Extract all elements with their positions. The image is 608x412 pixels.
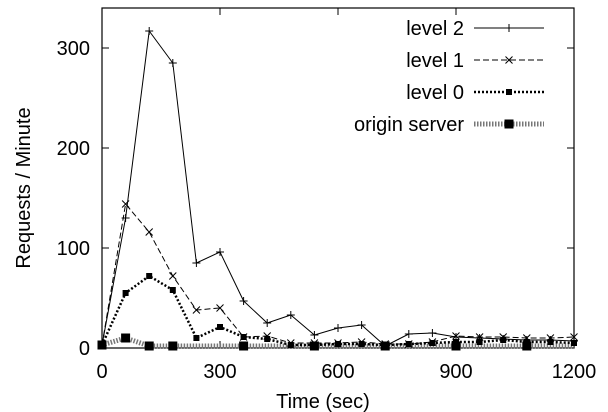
data-point xyxy=(452,333,460,341)
data-point xyxy=(451,341,461,351)
legend-label: level 2 xyxy=(406,18,464,40)
data-point xyxy=(311,342,318,348)
data-point xyxy=(239,333,248,341)
data-point xyxy=(428,329,437,337)
data-point xyxy=(287,342,294,348)
data-point xyxy=(404,340,413,348)
data-point xyxy=(264,336,271,342)
data-point xyxy=(286,311,295,319)
data-point xyxy=(499,335,508,343)
data-point xyxy=(357,338,366,346)
x-axis-label: Time (sec) xyxy=(276,391,370,412)
x-tick-label: 0 xyxy=(96,361,107,383)
data-point xyxy=(168,272,177,280)
data-point xyxy=(121,333,131,343)
data-point xyxy=(122,290,129,296)
series-line-level-0 xyxy=(100,274,575,347)
data-point xyxy=(310,339,319,347)
x-tick-label: 900 xyxy=(439,361,472,383)
y-axis-label: Requests / Minute xyxy=(13,107,35,268)
data-point xyxy=(146,273,153,279)
legend-entry-level-2: level 2 xyxy=(406,18,544,40)
legend-label: level 1 xyxy=(406,50,464,72)
data-point xyxy=(168,341,178,351)
data-point xyxy=(121,214,130,222)
data-point xyxy=(546,336,555,344)
data-point xyxy=(428,338,437,346)
series-line-level-1 xyxy=(101,203,575,346)
data-point xyxy=(404,330,413,338)
data-point xyxy=(192,259,201,267)
data-point xyxy=(286,339,295,347)
legend-label: origin server xyxy=(354,114,464,136)
y-tick-label: 0 xyxy=(79,338,90,360)
legend-entry-origin-server: origin server xyxy=(354,114,544,136)
x-tick-label: 600 xyxy=(321,361,354,383)
data-point xyxy=(429,340,436,346)
data-point xyxy=(145,27,154,35)
legend-marker xyxy=(506,89,512,95)
series-level-1 xyxy=(98,200,578,349)
data-point xyxy=(263,332,272,340)
data-point xyxy=(334,324,342,332)
data-point xyxy=(381,342,390,350)
data-point xyxy=(216,304,224,312)
data-point xyxy=(570,337,578,345)
data-point xyxy=(239,341,249,351)
series-line-level-2 xyxy=(101,30,575,347)
legend-marker xyxy=(505,24,513,32)
legend-label: level 0 xyxy=(406,82,464,104)
x-tick-label: 300 xyxy=(203,361,236,383)
data-point xyxy=(310,331,319,339)
legend-marker xyxy=(505,56,513,64)
data-point xyxy=(169,287,176,293)
data-point xyxy=(357,321,366,329)
y-tick-label: 100 xyxy=(57,238,90,260)
data-point xyxy=(168,59,177,67)
legend-entry-level-0: level 0 xyxy=(406,82,544,104)
data-point xyxy=(335,341,341,347)
series-level-2 xyxy=(98,27,578,350)
data-point xyxy=(192,306,201,314)
data-point xyxy=(144,341,154,351)
legend-marker xyxy=(504,119,514,129)
data-point xyxy=(522,341,532,351)
data-point xyxy=(217,324,223,330)
y-tick-label: 300 xyxy=(57,38,90,60)
x-tick-label: 1200 xyxy=(552,361,597,383)
legend-entry-level-1: level 1 xyxy=(406,50,544,72)
data-point xyxy=(239,297,248,305)
data-point xyxy=(193,335,200,341)
data-point xyxy=(216,248,224,256)
y-tick-label: 200 xyxy=(57,138,90,160)
data-point xyxy=(145,228,154,236)
data-point xyxy=(263,319,272,327)
data-point xyxy=(453,339,459,345)
data-point xyxy=(334,339,342,347)
data-point xyxy=(522,336,531,344)
data-point xyxy=(475,334,484,342)
data-point xyxy=(98,341,106,349)
data-point xyxy=(358,341,365,347)
